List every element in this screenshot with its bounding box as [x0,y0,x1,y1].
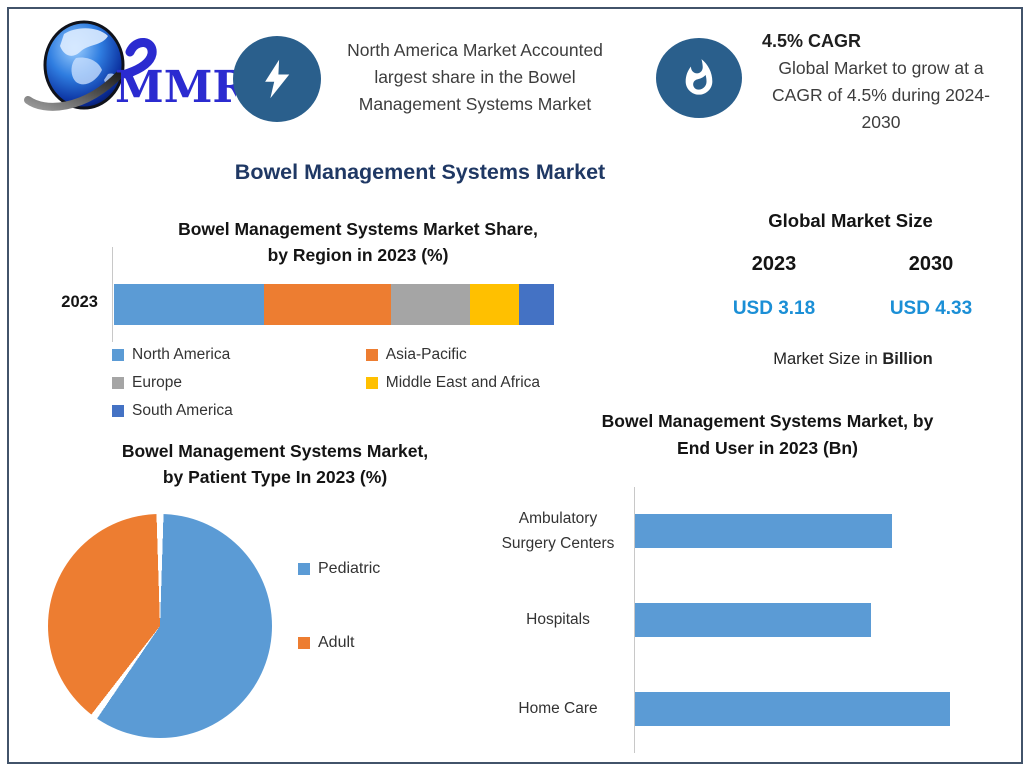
end-user-bar-row [635,487,1007,576]
region-stacked-bar [114,284,554,325]
highlight-line: largest share in the Bowel [374,67,576,87]
legend-label: North America [132,346,231,363]
legend-swatch [365,349,378,361]
patient-type-pie [48,514,272,738]
region-legend-item: Asia-Pacific [365,341,582,369]
patient-type-legend-item: Pediatric [298,560,380,578]
legend-swatch [298,563,310,575]
cagr-line: CAGR of 4.5% during 2024- [772,85,990,105]
patient-type-legend: Pediatric Adult [298,560,380,708]
region-bar-segment [114,284,264,325]
market-size-note-unit: Billion [882,350,933,368]
end-user-bar-row [635,576,1007,665]
cagr-headline: 4.5% CAGR [762,31,862,51]
region-legend-item: Middle East and Africa [365,369,582,397]
market-size-value-2030: USD 4.33 [889,298,973,319]
market-size-note: Market Size in Billion [722,350,984,369]
highlight-line: North America Market Accounted [347,40,603,60]
highlight-badge [233,36,321,122]
region-legend-item: North America [112,341,366,369]
market-size-value-2023: USD 3.18 [732,298,816,319]
market-size-values: USD 3.18 USD 4.33 [715,298,990,320]
region-legend: North America Asia-Pacific Europe Middle Ea… [112,341,582,425]
patient-type-chart-title: Bowel Management Systems Market, by Pati… [40,438,510,490]
logo-text: MMR [115,62,236,113]
legend-swatch [112,377,124,389]
legend-label: Asia-Pacific [385,346,467,363]
legend-swatch [112,349,124,361]
end-user-category-label: Home Care [518,700,598,718]
end-user-title-line: Bowel Management Systems Market, by [601,411,934,431]
flame-icon [685,59,713,95]
north-america-highlight: North America Market Accounted largest s… [316,37,634,118]
patient-type-legend-item: Adult [298,634,380,652]
end-user-bar [635,602,871,637]
patient-type-title-line: Bowel Management Systems Market, [121,441,429,461]
mmr-logo: MMR [18,12,249,116]
end-user-category-labels: Ambulatory Surgery Centers Hospitals Home … [493,487,623,753]
market-size-title: Global Market Size [768,210,933,231]
end-user-bar [635,691,950,726]
region-legend-item: South America [112,397,366,425]
legend-swatch [365,377,378,389]
cagr-line: 2030 [861,112,901,132]
market-size-note-text: Market Size in [773,350,883,368]
region-chart-title: Bowel Management Systems Market Share, b… [78,216,638,268]
region-chart-axis [112,247,113,342]
region-bar-segment [263,284,392,325]
region-bar-segment [518,284,554,325]
region-chart-title-line: Bowel Management Systems Market Share, [178,219,538,239]
end-user-category-label: Ambulatory Surgery Centers [501,510,615,553]
legend-label: Middle East and Africa [385,374,541,391]
region-chart-category-label: 2023 [61,293,98,311]
lightning-icon [265,59,290,99]
page-title: Bowel Management Systems Market [234,160,606,184]
legend-label: Adult [318,634,355,651]
end-user-category-label: Hospitals [526,611,590,629]
cagr-badge [656,38,742,118]
market-size-years: 2023 2030 [715,253,990,276]
cagr-block: 4.5% CAGR Global Market to grow at a CAG… [746,28,1016,136]
legend-swatch [298,637,310,649]
region-bar-segment [391,284,471,325]
end-user-bar-chart [634,487,1007,753]
legend-label: Pediatric [318,560,381,577]
legend-label: South America [132,402,233,419]
end-user-title-line: End User in 2023 (Bn) [677,438,858,458]
legend-swatch [112,405,124,417]
end-user-bar [635,514,892,549]
region-chart-title-line: by Region in 2023 (%) [267,245,449,265]
region-bar-segment [470,284,519,325]
end-user-chart-title: Bowel Management Systems Market, by End … [520,408,1015,462]
end-user-bar-row [635,664,1007,753]
highlight-line: Management Systems Market [358,94,592,114]
market-size-year-2023: 2023 [751,253,797,275]
market-size-year-2030: 2030 [908,253,954,275]
legend-label: Europe [132,374,182,391]
patient-type-title-line: by Patient Type In 2023 (%) [162,467,388,487]
globe-logo-icon: MMR [24,20,249,113]
cagr-line: Global Market to grow at a [778,58,984,78]
region-legend-item: Europe [112,369,366,397]
